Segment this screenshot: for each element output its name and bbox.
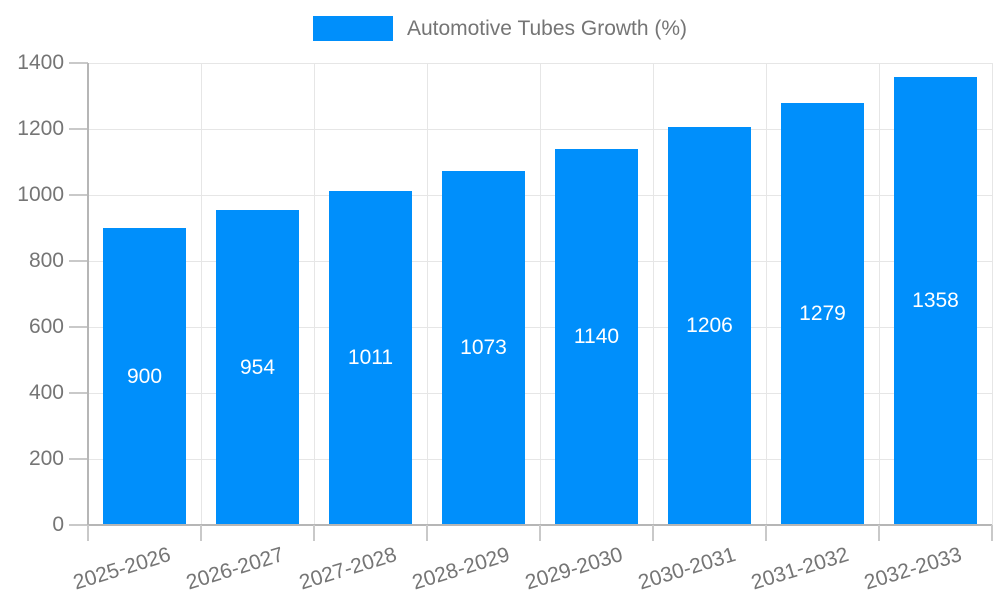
bar-value-label: 1358 — [912, 288, 959, 312]
bar-value-label: 1206 — [686, 314, 733, 337]
bar[interactable] — [442, 170, 525, 525]
y-axis-line — [87, 63, 89, 541]
bar[interactable] — [668, 127, 751, 525]
x-axis-tick — [765, 525, 767, 541]
y-axis-label: 1400 — [17, 51, 64, 74]
x-axis-label: 2032-2033 — [861, 543, 964, 595]
y-axis-tick — [69, 194, 88, 196]
x-axis-tick — [87, 525, 89, 541]
x-gridline — [200, 63, 202, 525]
x-axis-label: 2026-2027 — [183, 543, 286, 595]
x-axis-tick — [539, 525, 541, 541]
bar-value-label: 1279 — [799, 301, 846, 325]
x-axis-label: 2030-2031 — [635, 543, 738, 595]
bar-value-label: 1140 — [573, 324, 620, 348]
x-gridline — [426, 63, 428, 525]
y-axis-label: 400 — [28, 381, 64, 404]
bar[interactable] — [216, 210, 299, 525]
y-axis-tick — [69, 524, 88, 526]
legend-swatch-icon — [312, 16, 393, 41]
plot-area: 0 200 400 600 800 1000 1200 1400 900 954 1011 1073 1… — [17, 52, 993, 594]
legend[interactable]: Automotive Tubes Growth (%) — [0, 16, 1000, 41]
x-gridline — [313, 63, 315, 525]
x-axis-tick — [200, 525, 202, 541]
y-axis-label: 800 — [28, 249, 64, 272]
y-axis-tick — [69, 458, 88, 460]
x-axis-label: 2025-2026 — [70, 543, 173, 595]
y-axis-label: 600 — [28, 315, 64, 338]
x-axis-tick — [878, 525, 880, 541]
y-axis-tick — [69, 392, 88, 394]
bar[interactable] — [781, 102, 864, 525]
y-axis-tick — [69, 128, 88, 130]
x-axis-tick — [426, 525, 428, 541]
bar[interactable] — [103, 228, 186, 525]
x-axis-tick — [652, 525, 654, 541]
x-gridline — [539, 63, 541, 525]
y-axis-tick — [69, 326, 88, 328]
bar[interactable] — [555, 148, 638, 525]
x-gridline — [878, 63, 880, 525]
y-axis-tick — [69, 62, 88, 64]
y-axis-label: 200 — [28, 447, 64, 470]
y-axis-label: 1000 — [17, 183, 64, 206]
bar-value-label: 954 — [239, 355, 276, 379]
x-axis-label: 2029-2030 — [522, 543, 625, 595]
y-axis-label: 0 — [52, 513, 64, 536]
bar-value-label: 900 — [126, 364, 163, 388]
bar[interactable] — [329, 191, 412, 525]
x-gridline — [765, 63, 767, 525]
x-gridline — [991, 63, 993, 525]
x-axis-label: 2028-2029 — [409, 543, 512, 595]
bar-value-label: 1011 — [347, 346, 394, 370]
x-axis-label: 2027-2028 — [296, 543, 399, 595]
x-axis-tick — [313, 525, 315, 541]
bar[interactable] — [894, 76, 977, 525]
y-axis-tick — [69, 260, 88, 262]
bar-value-label: 1073 — [460, 335, 507, 359]
x-axis-label: 2031-2032 — [748, 543, 851, 595]
x-axis-tick — [991, 525, 993, 541]
y-axis-label: 1200 — [17, 117, 64, 140]
legend-label: Automotive Tubes Growth (%) — [406, 16, 688, 40]
x-gridline — [652, 63, 654, 525]
